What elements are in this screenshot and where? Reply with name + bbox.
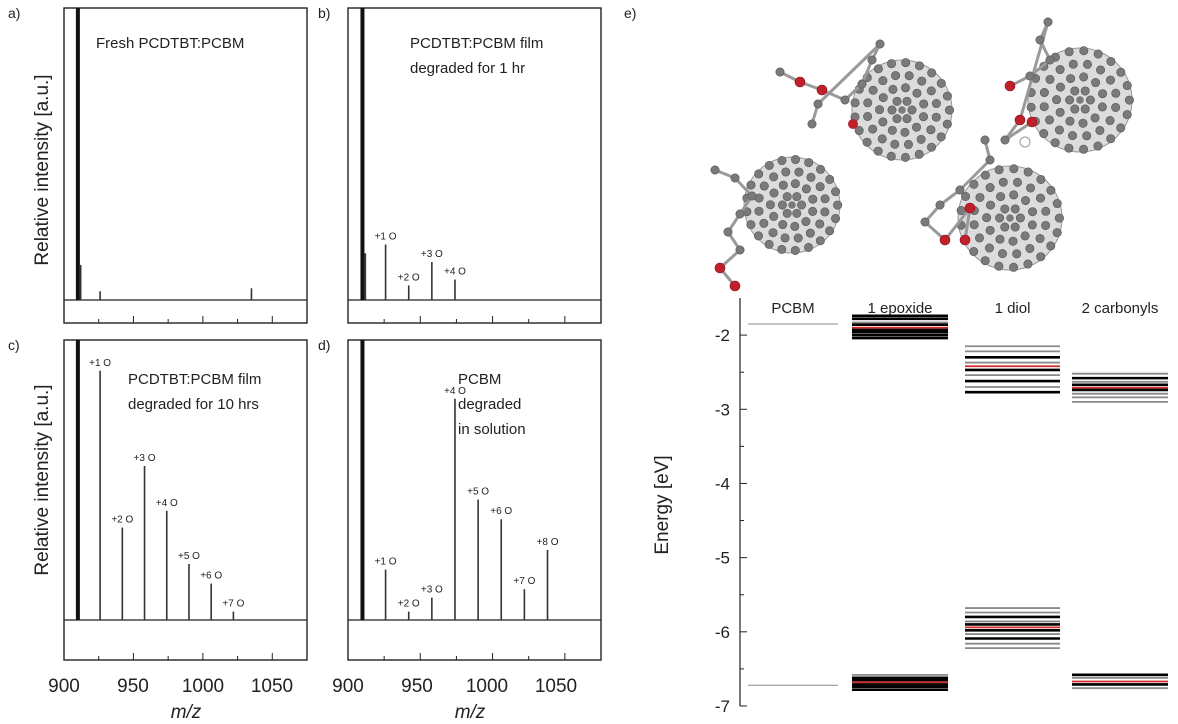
spectrum-panel-b: +1 O +2 O +3 O+4 O PCDTBT:PCBM film degraded…	[347, 7, 602, 324]
peak-label: +4 O	[444, 267, 466, 278]
spectrum-panel-d: +1 O +2 O+3 O +4 O +5 O+6 O +7 O +8 O PCBM degr…	[347, 339, 602, 661]
y-tick-label: -2	[715, 326, 730, 345]
panel-annotation: PCDTBT:PCBM film	[410, 35, 543, 52]
ms-xtick-labels-left: 900 950 1000 1050	[48, 676, 293, 697]
ms-ylabel-bottom: Relative intensity [a.u.]	[32, 384, 53, 575]
panel-annotation: degraded	[458, 396, 521, 413]
peak-label: +3 O	[421, 585, 443, 596]
panel-annotation: PCBM	[458, 371, 501, 388]
panel-letter-a: a)	[8, 5, 20, 21]
xtick-label: 1000	[182, 676, 224, 697]
y-tick-label: -4	[715, 474, 730, 493]
peak-label: +2 O	[111, 515, 133, 526]
peak-label: +2 O	[398, 599, 420, 610]
plot-frame	[347, 339, 602, 661]
peak-label: +6 O	[490, 506, 512, 517]
xtick-label: 950	[401, 676, 433, 697]
peak-label: +7 O	[222, 599, 244, 610]
peak-label: +5 O	[178, 551, 200, 562]
side-chain	[775, 39, 885, 129]
peak-label: +6 O	[200, 571, 222, 582]
xtick-label: 1000	[466, 676, 508, 697]
xtick-label: 950	[117, 676, 149, 697]
xtick-label: 1050	[251, 676, 293, 697]
peak-label: +3 O	[421, 249, 443, 260]
panel-annotation: PCDTBT:PCBM film	[128, 371, 261, 388]
panel-annotation: degraded for 1 hr	[410, 60, 525, 77]
energy-ylabel: Energy [eV]	[652, 455, 673, 554]
plot-frame	[347, 7, 602, 324]
fullerene-cage	[956, 164, 1064, 272]
peak-label: +2 O	[398, 272, 420, 283]
oxygen-atom	[848, 119, 858, 129]
xtick-label: 900	[48, 676, 80, 697]
column-label: PCBM	[771, 300, 814, 317]
column-label: 1 epoxide	[867, 300, 932, 317]
ms-xlabel-left: m/z	[171, 702, 202, 723]
peak-label: +7 O	[513, 576, 535, 587]
y-tick-label: -3	[715, 400, 730, 419]
spectrum-panel-a: Fresh PCDTBT:PCBM	[63, 7, 308, 324]
peak-label: +8 O	[537, 537, 559, 548]
xtick-label: 1050	[535, 676, 577, 697]
ms-ylabel-top: Relative intensity [a.u.]	[32, 74, 53, 265]
ms-xtick-labels-right: 900 950 1000 1050	[332, 676, 577, 697]
y-tick-label: -5	[715, 549, 730, 568]
y-tick-label: -7	[715, 697, 730, 716]
panel-annotation: degraded for 10 hrs	[128, 396, 259, 413]
peak-label: +4 O	[444, 386, 466, 397]
energy-level-diagram: -2 -3 -4 -5 -6 -7 PCBM 1 epoxide 1 diol 2 carbony…	[715, 298, 1168, 716]
side-chain	[710, 165, 757, 292]
xtick-label: 900	[332, 676, 364, 697]
side-chain	[1000, 17, 1055, 145]
molecular-structures	[710, 17, 1134, 292]
fullerene-cage	[742, 155, 843, 255]
panel-letter-b: b)	[318, 5, 330, 21]
peak-label: +1 O	[89, 358, 111, 369]
panel-letter-e: e)	[624, 5, 636, 21]
fullerene-cage	[1026, 46, 1134, 154]
panel-letter-c: c)	[8, 337, 20, 353]
plot-frame	[63, 7, 308, 324]
ms-xlabel-right: m/z	[455, 702, 486, 723]
hydrogen-atom	[1019, 136, 1031, 148]
panel-annotation: Fresh PCDTBT:PCBM	[96, 35, 244, 52]
panel-letter-d: d)	[318, 337, 330, 353]
peak-label: +4 O	[156, 498, 178, 509]
peak-label: +1 O	[375, 557, 397, 568]
fullerene-cage	[850, 58, 954, 162]
peak-label: +3 O	[134, 453, 156, 464]
column-label: 2 carbonyls	[1082, 300, 1159, 317]
peak-label: +1 O	[375, 232, 397, 243]
plot-frame	[63, 339, 308, 661]
panel-annotation: in solution	[458, 421, 526, 438]
side-chain	[920, 135, 995, 246]
peak-label: +5 O	[467, 487, 489, 498]
y-tick-label: -6	[715, 623, 730, 642]
spectrum-panel-c: +1 O +2 O +3 O +4 O +5 O+6 O +7 O PCDTBT:PCBM …	[63, 339, 308, 661]
column-label: 1 diol	[995, 300, 1031, 317]
